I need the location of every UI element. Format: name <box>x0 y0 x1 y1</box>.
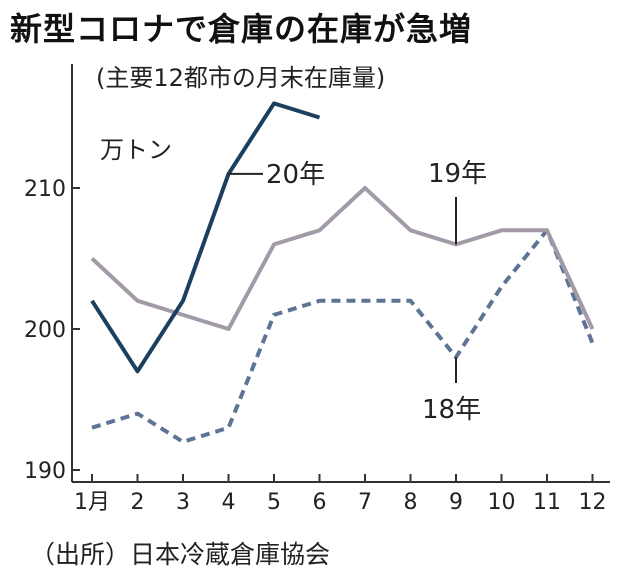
series-line-2 <box>91 228 595 444</box>
x-tick-label: 1月 <box>74 490 110 515</box>
x-tick-label: 7 <box>358 490 372 515</box>
y-tick-label: 190 <box>24 459 66 484</box>
chart-subtitle: (主要12都市の月末在庫量) <box>96 64 386 92</box>
x-tick-label: 10 <box>488 490 516 515</box>
y-tick-label: 210 <box>24 177 66 202</box>
series-label-19: 19年 <box>428 159 487 189</box>
series-line-0 <box>90 101 321 374</box>
x-tick-label: 8 <box>404 490 418 515</box>
y-tick-label: 200 <box>24 318 66 343</box>
x-tick-label: 6 <box>313 490 327 515</box>
x-tick-label: 4 <box>222 490 236 515</box>
x-tick-label: 9 <box>449 490 463 515</box>
series-label-20: 20年 <box>266 160 325 190</box>
source-note: （出所）日本冷蔵倉庫協会 <box>30 540 331 569</box>
chart-title: 新型コロナで倉庫の在庫が急増 <box>10 10 473 48</box>
x-tick-label: 12 <box>579 490 607 515</box>
series-line-1 <box>90 186 595 331</box>
x-tick-label: 3 <box>176 490 190 515</box>
series-label-18: 18年 <box>422 395 481 425</box>
x-tick-label: 2 <box>131 490 145 515</box>
x-tick-label: 11 <box>533 490 561 515</box>
x-tick-label: 5 <box>267 490 281 515</box>
unit-label: 万トン <box>100 136 172 164</box>
